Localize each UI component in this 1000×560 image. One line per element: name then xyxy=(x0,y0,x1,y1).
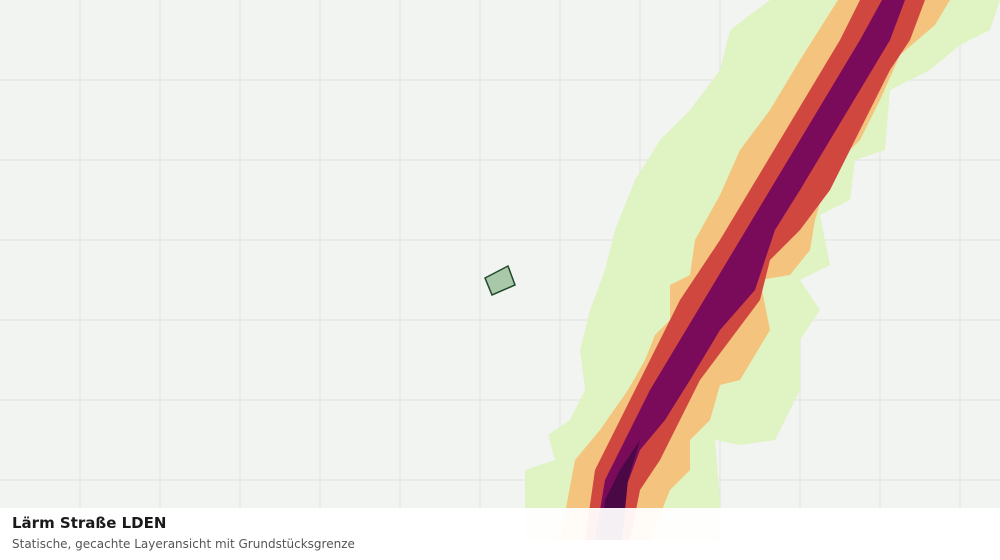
parcel-boundary xyxy=(484,264,516,296)
layer-subtitle: Statische, gecachte Layeransicht mit Gru… xyxy=(12,537,355,551)
layer-title: Lärm Straße LDEN xyxy=(12,514,167,532)
info-panel: Lärm Straße LDEN Statische, gecachte Lay… xyxy=(0,508,1000,560)
noise-zone-very-high xyxy=(595,0,905,540)
